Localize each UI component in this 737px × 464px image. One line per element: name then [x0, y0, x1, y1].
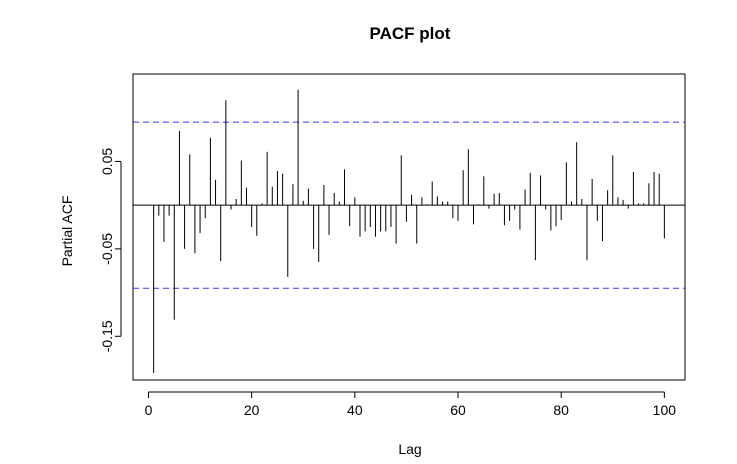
x-axis-label: Lag	[398, 441, 421, 457]
y-tick-label: 0.05	[99, 148, 115, 175]
y-tick-label: -0.05	[99, 233, 115, 265]
x-tick-label: 0	[145, 402, 153, 418]
x-tick-label: 40	[347, 402, 363, 418]
y-axis-label: Partial ACF	[59, 196, 75, 267]
x-tick-label: 80	[553, 402, 569, 418]
chart-title: PACF plot	[370, 24, 451, 43]
y-tick-label: -0.15	[99, 320, 115, 352]
x-tick-label: 100	[653, 402, 677, 418]
x-tick-label: 20	[244, 402, 260, 418]
x-tick-label: 60	[450, 402, 466, 418]
plot-area: 0 20 40 60 80 100 -0.15 -0.05 0.05	[99, 73, 686, 418]
plot-frame	[132, 73, 686, 381]
